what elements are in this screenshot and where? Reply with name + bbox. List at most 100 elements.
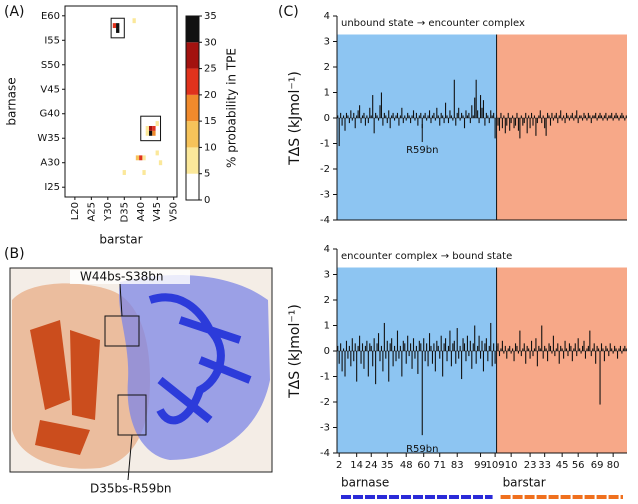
y-tick-label: I55 (44, 35, 60, 46)
bar (519, 118, 521, 139)
bar (542, 115, 544, 118)
bar (557, 343, 559, 351)
bar (561, 118, 563, 121)
y-axis-label: TΔS (kJmol⁻¹) (287, 71, 303, 166)
x-tick-label: A25 (86, 202, 97, 222)
bar (372, 351, 374, 367)
bar (548, 343, 550, 351)
y-tick-label: -2 (320, 397, 330, 408)
bar (503, 351, 505, 354)
bar (461, 351, 463, 380)
bar (576, 351, 578, 357)
bar (606, 348, 608, 351)
heat-cell (158, 160, 163, 166)
bar (410, 118, 412, 124)
bar (360, 118, 362, 124)
bar (603, 351, 605, 362)
bar (587, 112, 589, 118)
colorbar-tick-label: 30 (204, 37, 217, 48)
bar (565, 112, 568, 118)
bar (616, 351, 619, 359)
bar (491, 351, 493, 367)
bar (592, 115, 594, 118)
bar (478, 335, 480, 351)
bar (582, 118, 584, 121)
x-tick-label: D35 (119, 202, 130, 222)
bar (468, 112, 470, 118)
bar (338, 118, 340, 147)
bar (503, 115, 505, 118)
bar (567, 351, 569, 357)
bar (417, 351, 419, 374)
bar (353, 351, 355, 362)
bar (421, 351, 423, 436)
bar (516, 345, 518, 351)
x-tick-label: L20 (70, 202, 81, 220)
bar (402, 340, 404, 351)
bar (399, 345, 401, 351)
bar (533, 348, 536, 351)
bar (341, 351, 343, 372)
bar (428, 110, 431, 118)
bar (498, 351, 501, 357)
bar (551, 112, 553, 118)
bar (619, 115, 621, 118)
bar (595, 351, 597, 364)
bar (437, 115, 439, 118)
bar (589, 330, 591, 351)
bar (455, 118, 457, 126)
bar (458, 351, 460, 359)
y-tick-label: -3 (320, 423, 330, 434)
bar (370, 115, 372, 118)
colorbar-frame (185, 15, 200, 201)
bar (418, 115, 420, 118)
bar (338, 351, 340, 364)
bar (463, 343, 466, 351)
bar (478, 118, 480, 124)
x-tick-label: 14 (350, 460, 363, 471)
bar (472, 115, 474, 118)
bar (561, 348, 563, 351)
bar (344, 351, 346, 377)
bar (496, 345, 498, 351)
y-tick-label: 3 (324, 270, 330, 281)
bar (577, 338, 579, 351)
bar (485, 338, 487, 351)
bar (605, 112, 607, 118)
heat-cell (145, 130, 149, 136)
bar (614, 115, 616, 118)
x-tick-label: 80 (607, 460, 620, 471)
bar (450, 351, 452, 367)
bar (586, 118, 588, 121)
bar (394, 345, 396, 351)
bar (471, 351, 473, 369)
annotation: R59bn (406, 444, 438, 455)
bar (514, 118, 517, 126)
bar (445, 102, 447, 118)
bar (611, 112, 613, 118)
x-tick-label: 71 (433, 460, 446, 471)
y-tick-label: 0 (324, 113, 330, 124)
bar (481, 107, 483, 118)
bar (377, 118, 380, 121)
bar (528, 348, 530, 351)
panel-label: (A) (4, 4, 25, 20)
bar (436, 340, 438, 351)
bar (401, 107, 403, 118)
bar (389, 343, 391, 351)
bar (398, 118, 400, 126)
bar (512, 348, 514, 351)
bar (545, 118, 547, 136)
colorbar-tick-label: 35 (204, 11, 217, 22)
bar (367, 118, 369, 124)
bar (593, 115, 595, 118)
x-tick-label: 33 (538, 460, 551, 471)
bar (614, 345, 616, 351)
bar (583, 112, 585, 118)
bar (415, 345, 417, 351)
bar (574, 115, 576, 118)
bar (380, 345, 382, 351)
bar (456, 112, 458, 118)
bar (504, 345, 506, 351)
bar (427, 351, 429, 367)
